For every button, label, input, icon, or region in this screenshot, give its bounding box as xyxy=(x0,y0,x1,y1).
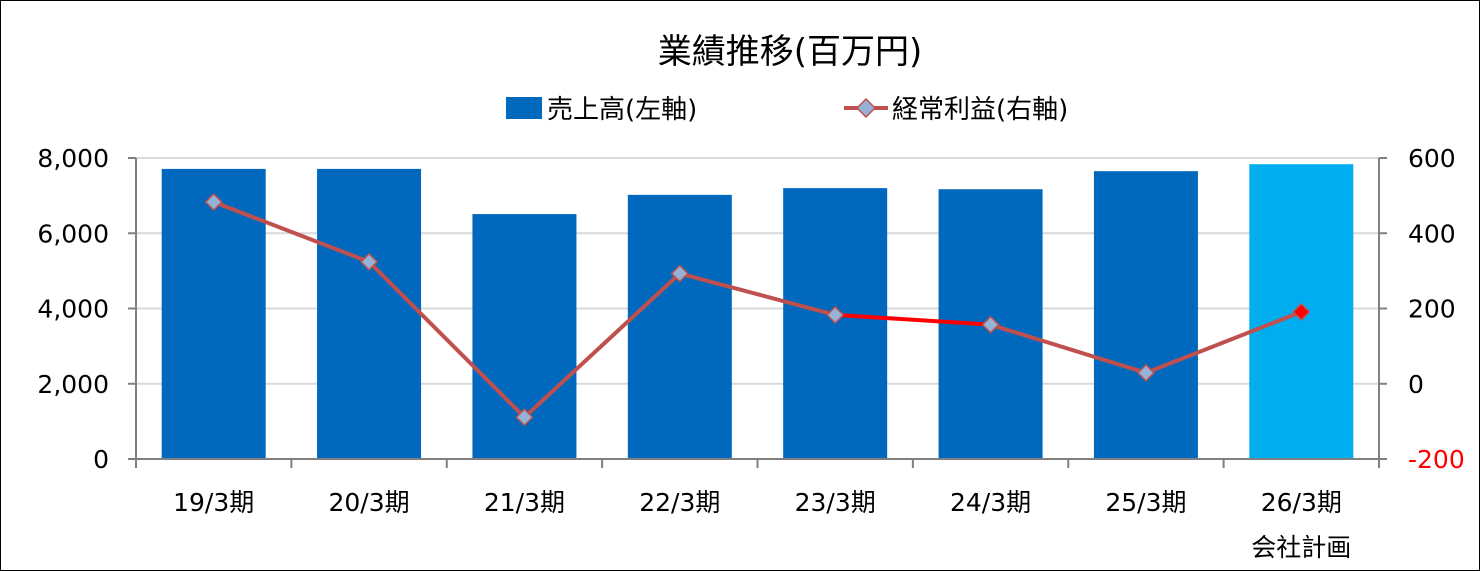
left-axis-tick-label: 6,000 xyxy=(37,219,109,248)
x-axis-label: 22/3期 xyxy=(639,488,720,517)
line-point-19/3期 xyxy=(204,192,223,212)
bar-25/3期 xyxy=(1093,171,1198,459)
x-axis-label: 25/3期 xyxy=(1105,488,1186,517)
line-point-26/3期 xyxy=(1292,302,1311,321)
line-segment xyxy=(833,312,993,327)
line-point-21/3期 xyxy=(515,408,534,427)
bar-19/3期 xyxy=(161,168,266,459)
legend-bar-label: 売上高(左軸) xyxy=(547,95,697,125)
line-segment xyxy=(988,322,1148,375)
legend-bar-swatch xyxy=(506,97,542,119)
line-segment xyxy=(367,259,527,420)
right-axis-tick-label: 200 xyxy=(1408,295,1456,324)
x-axis-sublabel: 会社計画 xyxy=(1251,533,1351,562)
x-axis-label: 19/3期 xyxy=(173,488,254,517)
x-axis-label: 21/3期 xyxy=(484,488,565,517)
line-segment xyxy=(522,271,682,420)
right-axis-tick-label: 400 xyxy=(1408,219,1456,248)
x-axis-label: 23/3期 xyxy=(795,488,876,517)
legend-line-label: 経常利益(右軸) xyxy=(892,95,1068,125)
x-axis-label: 20/3期 xyxy=(328,488,409,517)
line-point-24/3期 xyxy=(981,315,1000,334)
line-segment xyxy=(211,200,372,264)
bar-20/3期 xyxy=(317,168,422,459)
chart-title: 業績推移(百万円) xyxy=(658,32,923,72)
line-point-25/3期 xyxy=(1136,363,1156,382)
legend-line-marker-icon xyxy=(855,97,877,119)
bar-22/3期 xyxy=(627,194,732,459)
right-axis-tick-label: 0 xyxy=(1408,370,1424,399)
line-point-22/3期 xyxy=(670,264,689,283)
line-point-23/3期 xyxy=(826,305,845,324)
right-axis-tick-label: 600 xyxy=(1408,144,1456,173)
left-axis-tick-label: 0 xyxy=(93,445,109,474)
line-point-20/3期 xyxy=(360,252,379,271)
left-axis-tick-label: 8,000 xyxy=(37,144,109,173)
left-axis-tick-label: 2,000 xyxy=(37,370,109,399)
x-axis-label: 24/3期 xyxy=(950,488,1031,517)
left-axis-tick-label: 4,000 xyxy=(37,295,109,324)
right-axis-tick-label: -200 xyxy=(1408,445,1465,474)
line-segment xyxy=(677,271,838,317)
x-axis-label: 26/3期 xyxy=(1261,488,1342,517)
line-segment xyxy=(1143,309,1304,375)
